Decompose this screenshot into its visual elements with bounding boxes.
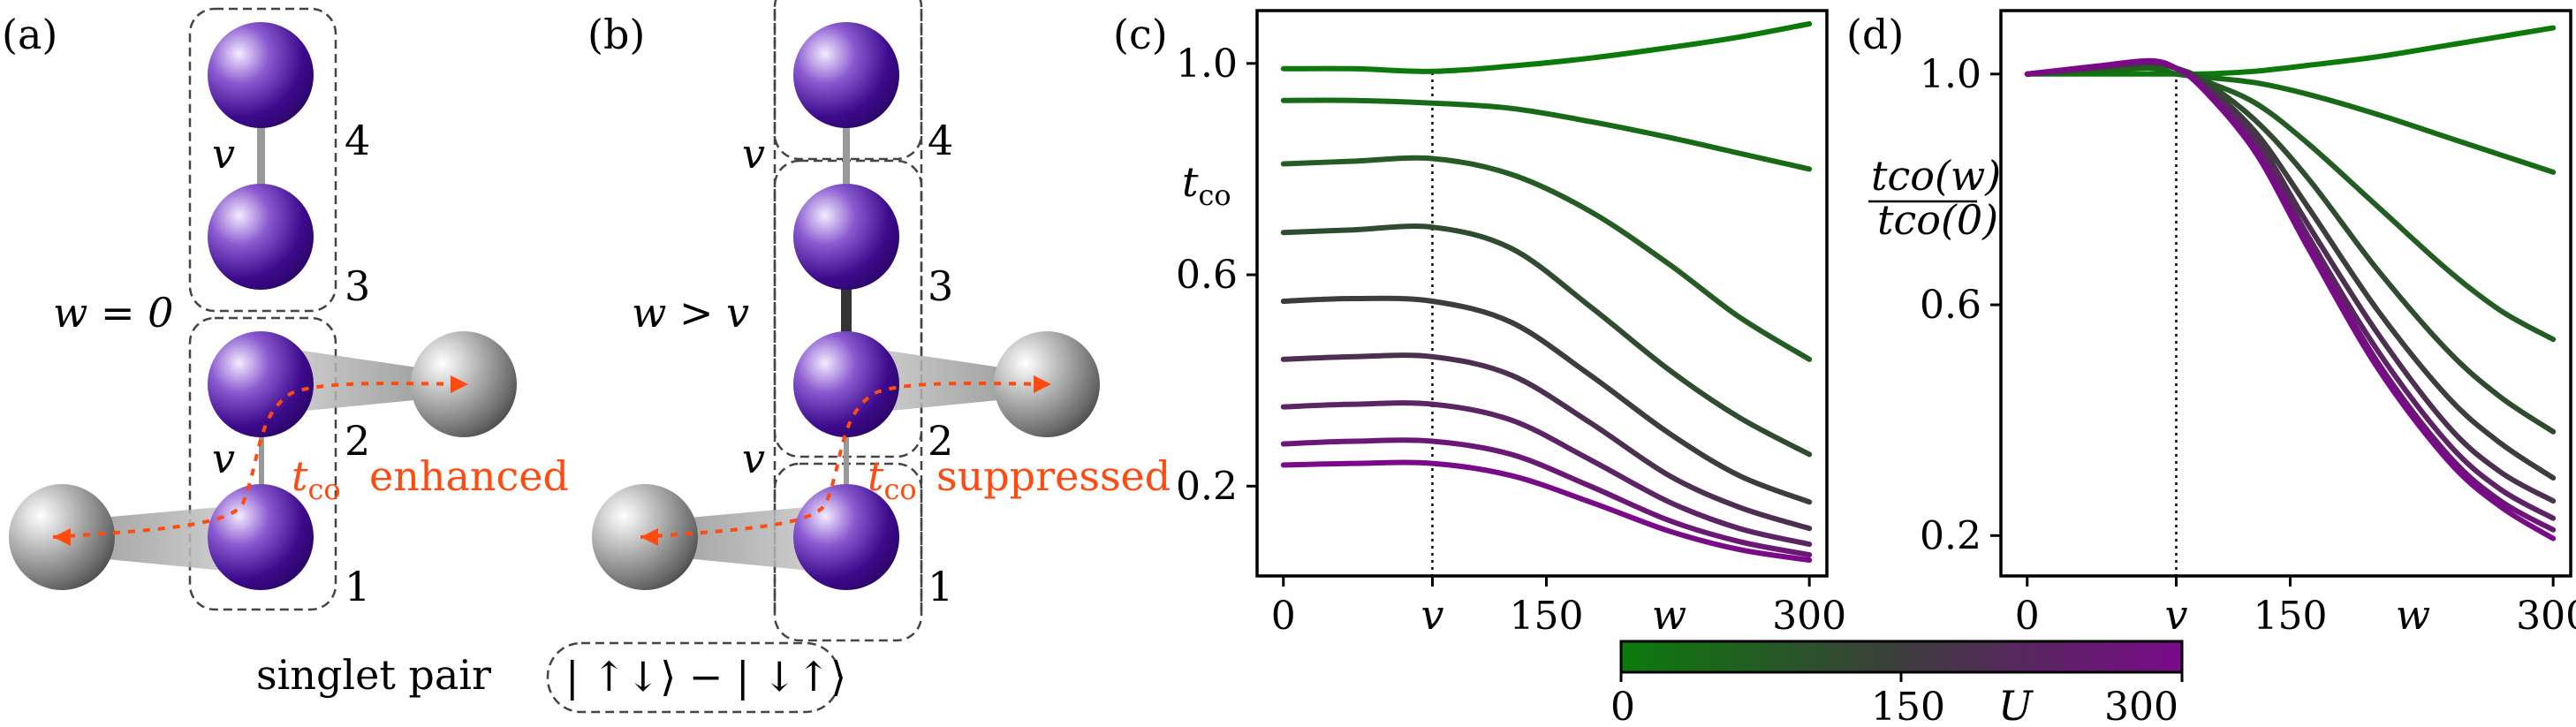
x-tick-label: 0 bbox=[1271, 594, 1296, 639]
arrow-left-icon-b bbox=[640, 528, 658, 546]
series-line-U0 bbox=[2024, 25, 2557, 78]
panel-b-label: (b) bbox=[587, 11, 645, 58]
y-tick-label: 0.2 bbox=[1920, 513, 1981, 558]
series-line-U0 bbox=[1280, 21, 1813, 74]
x-tick-label: 300 bbox=[1772, 594, 1846, 639]
x-tick-label: v bbox=[2164, 591, 2187, 639]
colorbar: 0 150 U 300 bbox=[1610, 640, 2184, 727]
panel-c-label: (c) bbox=[1113, 11, 1168, 58]
axes-frame-c bbox=[1255, 9, 1829, 578]
cb-ticklabel-300: 300 bbox=[2104, 685, 2178, 727]
site-2: 2 bbox=[345, 417, 370, 465]
axes-frame-d bbox=[1999, 9, 2572, 578]
bond-label-bottom-b: v bbox=[742, 435, 765, 482]
atom-2 bbox=[208, 331, 314, 437]
series-line-U150 bbox=[2024, 59, 2557, 481]
site-4-b: 4 bbox=[928, 117, 953, 164]
plot-area-d: 1.0 0.6 0.2 0 v 150 w 300 bbox=[1920, 25, 2576, 639]
atom-1 bbox=[208, 484, 314, 590]
series-line-U75 bbox=[1280, 155, 1813, 362]
panel-c: (c) tco 1.0 0.6 0.2 0 v 150 w 300 bbox=[1113, 9, 1846, 639]
y-tick-label: 0.6 bbox=[1176, 253, 1238, 298]
ylabel-d-denominator: tco(0) bbox=[1877, 196, 1998, 244]
dimer-box-bottom bbox=[188, 316, 337, 611]
x-tick-label: 150 bbox=[1509, 594, 1583, 639]
singlet-formula: | ↑↓⟩ − | ↓↑⟩ bbox=[565, 653, 846, 700]
effect-label-b: suppressed bbox=[936, 452, 1171, 500]
tco-label-b: tco bbox=[868, 452, 917, 506]
arrow-right-icon bbox=[451, 375, 468, 393]
x-tick-label: 300 bbox=[2516, 594, 2576, 639]
x-tick-label: 0 bbox=[2015, 594, 2040, 639]
atom-3 bbox=[208, 184, 314, 290]
y-tick-label: 0.2 bbox=[1176, 464, 1238, 509]
atom-2-b bbox=[793, 331, 899, 437]
site-2-b: 2 bbox=[928, 417, 953, 465]
atom-4 bbox=[208, 22, 314, 128]
bond-34-b bbox=[843, 119, 850, 199]
bond-12-b bbox=[844, 424, 849, 504]
condition-label-b: w > v bbox=[632, 289, 749, 337]
site-4: 4 bbox=[345, 117, 370, 164]
condition-label: w = 0 bbox=[53, 289, 173, 337]
series-line-U262 bbox=[1280, 437, 1813, 558]
bond-label-bottom: v bbox=[212, 435, 235, 482]
panel-a-label: (a) bbox=[2, 11, 57, 58]
singlet-label: singlet pair bbox=[256, 651, 491, 699]
tco-label: tco bbox=[292, 452, 341, 506]
x-tick-label: 150 bbox=[2253, 594, 2327, 639]
y-tick-label: 1.0 bbox=[1920, 52, 1981, 97]
box-site-4 bbox=[773, 0, 923, 161]
x-tick-label: v bbox=[1421, 591, 1443, 639]
bond-34 bbox=[257, 119, 265, 208]
y-tick-label: 1.0 bbox=[1176, 42, 1238, 87]
series-line-U112 bbox=[1280, 223, 1813, 458]
bond-label-top-b: v bbox=[742, 130, 765, 178]
series-line-U187 bbox=[1280, 352, 1813, 532]
cb-ticklabel-0: 0 bbox=[1610, 685, 1635, 727]
atom-4-b bbox=[793, 22, 899, 128]
site-1: 1 bbox=[345, 563, 370, 610]
x-tick-label: w bbox=[2396, 591, 2430, 639]
atom-3-b bbox=[793, 184, 899, 290]
series-line-U300 bbox=[1280, 459, 1813, 564]
panel-d-label: (d) bbox=[1846, 11, 1904, 58]
series-line-U112 bbox=[2024, 59, 2557, 435]
series-line-U75 bbox=[2024, 62, 2557, 343]
series-line-U37 bbox=[1280, 97, 1813, 172]
plot-area-c: 1.0 0.6 0.2 0 v 150 w 300 bbox=[1176, 21, 1846, 639]
series-line-U150 bbox=[1280, 295, 1813, 505]
y-tick-label: 0.6 bbox=[1920, 283, 1981, 328]
panel-b: (b) v w > v v 4 3 2 1 tco suppressed bbox=[587, 0, 1171, 642]
panel-d: (d) tco(w) tco(0) 1.0 0.6 0.2 0 v 150 w 300 bbox=[1846, 9, 2576, 639]
dimer-box-top bbox=[188, 7, 337, 313]
series-line-U225 bbox=[1280, 400, 1813, 548]
singlet-pair: singlet pair | ↑↓⟩ − | ↓↑⟩ bbox=[256, 641, 846, 714]
site-3-b: 3 bbox=[928, 262, 953, 310]
singlet-box bbox=[546, 641, 841, 714]
site-3: 3 bbox=[345, 262, 370, 310]
cb-ticklabel-150: 150 bbox=[1871, 685, 1945, 727]
cotunneling-path bbox=[52, 382, 465, 539]
effect-label: enhanced bbox=[369, 452, 569, 500]
bond-12 bbox=[259, 424, 264, 504]
ylabel-d: tco(w) tco(0) bbox=[1868, 152, 2001, 244]
arrow-right-icon-b bbox=[1034, 375, 1051, 393]
arrow-left-icon bbox=[53, 528, 71, 546]
site-1-b: 1 bbox=[928, 563, 953, 610]
cb-label: U bbox=[1998, 682, 2034, 727]
x-tick-label: w bbox=[1652, 591, 1686, 639]
ylabel-d-numerator: tco(w) bbox=[1871, 152, 2001, 200]
panel-a: (a) v w = 0 v 4 3 2 1 tco enhanced bbox=[2, 7, 569, 611]
cotunneling-path-b bbox=[640, 382, 1048, 539]
colorbar-gradient bbox=[1619, 640, 2184, 674]
bond-label-top: v bbox=[212, 130, 235, 178]
ylabel-c: tco bbox=[1182, 158, 1231, 212]
series-line-U300 bbox=[2024, 57, 2557, 541]
